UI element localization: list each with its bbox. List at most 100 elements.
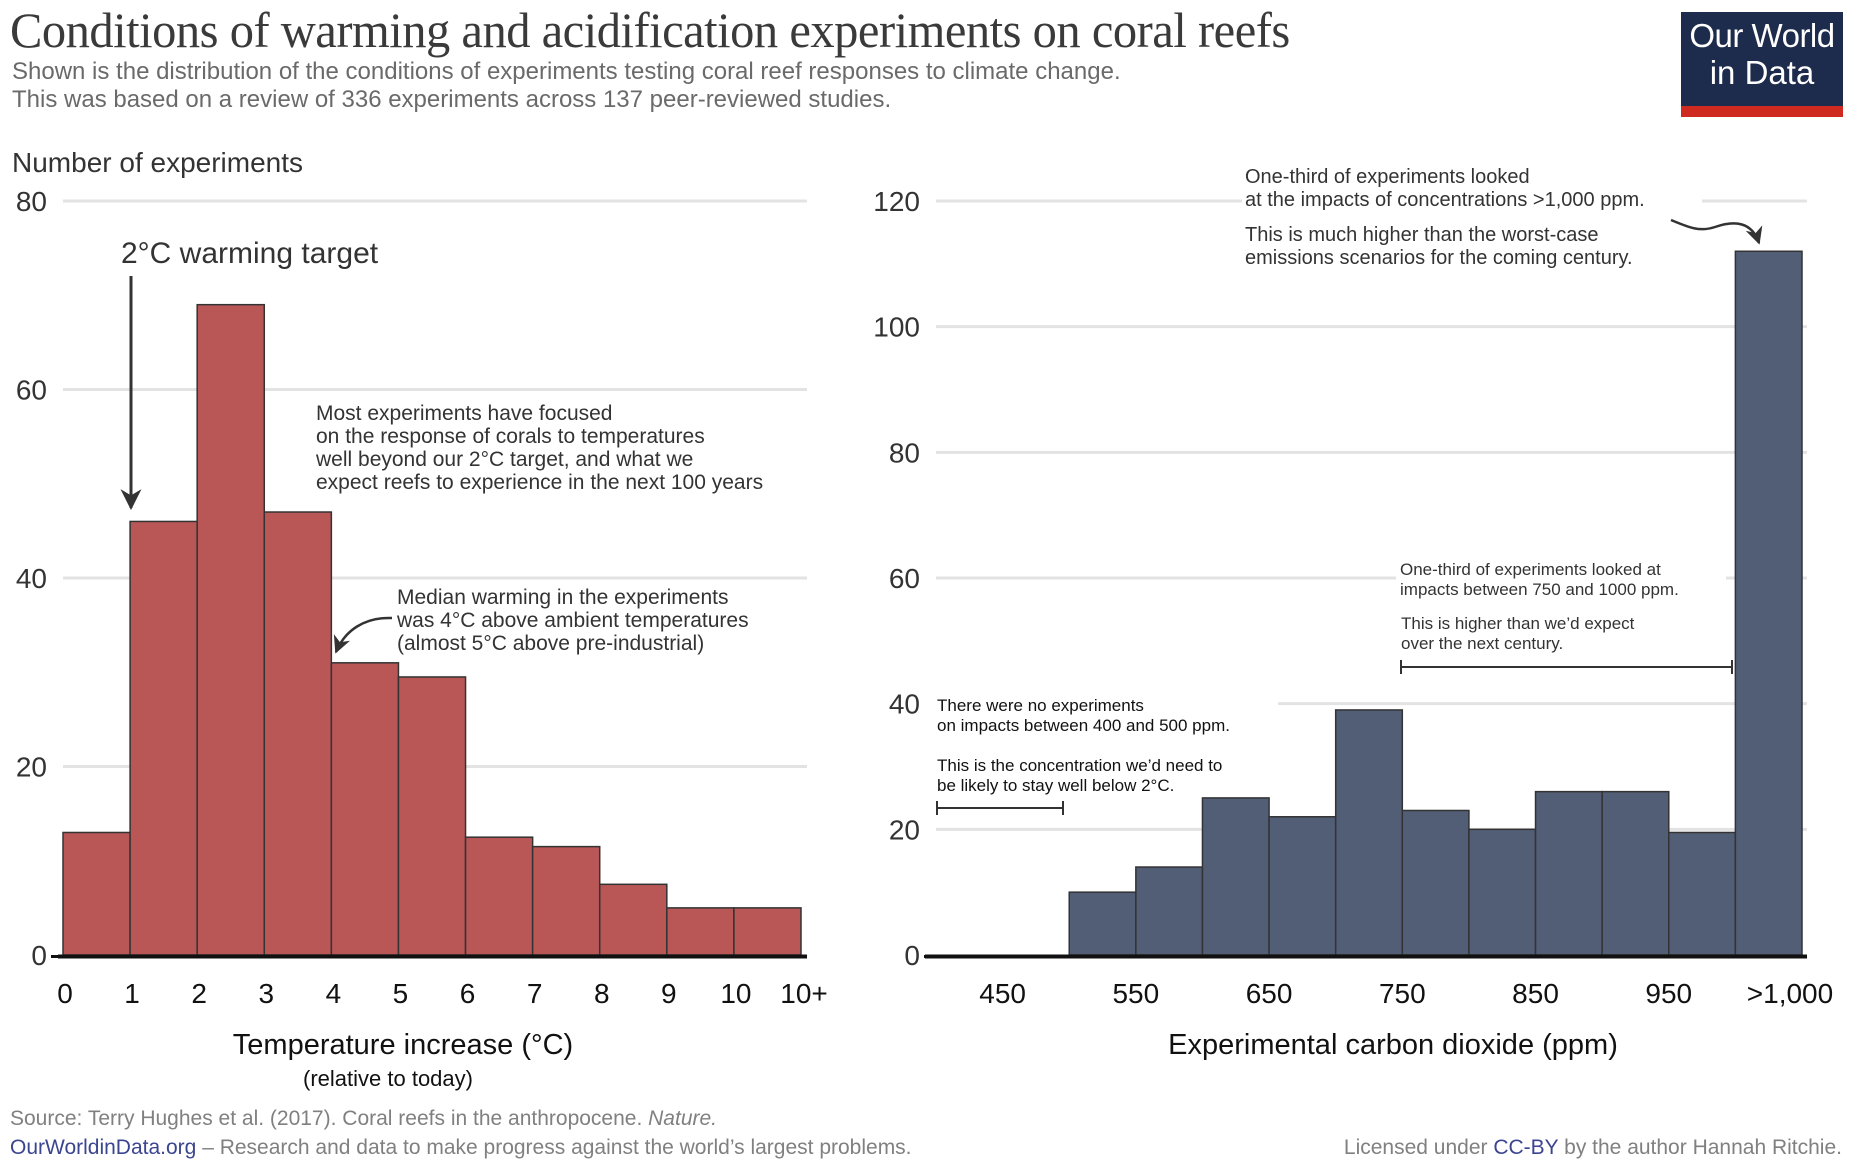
y-tick-label: 40 <box>889 689 920 720</box>
wavy-arrow-icon <box>1670 218 1763 245</box>
x-tick-label: 10 <box>720 978 751 1009</box>
y-tick-label: 20 <box>889 814 920 845</box>
histogram-bar[interactable] <box>1201 797 1270 956</box>
y-tick-label: 40 <box>16 563 47 594</box>
annotation-2c-target: 2°C warming target <box>121 237 379 270</box>
chart-title: Conditions of warming and acidification … <box>10 2 1290 58</box>
site-tagline: – Research and data to make progress aga… <box>196 1136 912 1159</box>
logo-text-line-2: in Data <box>1709 54 1815 91</box>
histogram-bar[interactable] <box>598 883 668 956</box>
histogram-bar[interactable] <box>1334 709 1404 956</box>
histogram-bar[interactable] <box>1468 828 1537 956</box>
histogram-bar[interactable] <box>1135 866 1204 956</box>
annotation-background <box>1396 556 1726 596</box>
curved-arrow-icon <box>333 616 393 654</box>
x-axis-subtitle: (relative to today) <box>303 1066 473 1091</box>
license-link[interactable]: CC-BY <box>1493 1136 1559 1159</box>
annotation-line: was 4°C above ambient temperatures <box>396 609 749 632</box>
histogram-bar[interactable] <box>263 511 333 956</box>
annotation-line: emissions scenarios for the coming centu… <box>1245 247 1633 269</box>
histogram-bar[interactable] <box>330 662 400 956</box>
annotation-400-500: There were no experiments on impacts bet… <box>933 690 1278 795</box>
annotation-line: (almost 5°C above pre-industrial) <box>397 632 704 655</box>
annotation-line: This is higher than we’d expect <box>1401 614 1635 633</box>
histogram-bar[interactable] <box>196 303 266 956</box>
annotation-line: This is the concentration we’d need to <box>937 756 1222 775</box>
x-tick-label: 850 <box>1512 978 1559 1009</box>
histogram-bar[interactable] <box>1268 816 1337 956</box>
x-tick-label: 950 <box>1645 978 1692 1009</box>
y-tick-label: 120 <box>873 186 920 217</box>
x-tick-label: 8 <box>594 978 610 1009</box>
x-axis-title: Experimental carbon dioxide (ppm) <box>1168 1029 1618 1061</box>
y-tick-label: 80 <box>889 437 920 468</box>
x-tick-label: 450 <box>979 978 1026 1009</box>
histogram-bar[interactable] <box>1734 250 1803 956</box>
owid-site-link[interactable]: OurWorldinData.org <box>10 1136 197 1159</box>
histogram-bar[interactable] <box>129 520 198 956</box>
license-prefix: Licensed under <box>1343 1136 1494 1159</box>
x-tick-label: 1 <box>124 978 140 1009</box>
y-tick-label: 60 <box>889 563 920 594</box>
x-tick-label: 2 <box>191 978 207 1009</box>
y-tick-label: 0 <box>904 940 920 971</box>
annotation-background <box>1242 160 1702 210</box>
source-journal: Nature. <box>648 1107 718 1130</box>
annotation-line: This is much higher than the worst-case <box>1245 224 1599 246</box>
logo-text-line-1: Our World <box>1689 17 1835 54</box>
x-tick-label: >1,000 <box>1747 978 1833 1009</box>
annotation-focus: Most experiments have focused on the res… <box>315 402 763 494</box>
x-tick-label: 6 <box>460 978 476 1009</box>
temperature-histogram: Number of experiments 0 20 40 60 80 0 1 2 3 4 5 6 7… <box>12 147 828 1091</box>
source-text: Source: Terry Hughes et al. (2017). Cora… <box>10 1107 649 1130</box>
annotation-line: well beyond our 2°C target, and what we <box>315 448 693 471</box>
histogram-bar[interactable] <box>531 845 601 956</box>
bracket-400-500 <box>936 801 1064 815</box>
y-tick-label: 80 <box>16 186 47 217</box>
annotation-line: on the response of corals to temperature… <box>316 425 705 448</box>
x-tick-label: 9 <box>661 978 677 1009</box>
annotation-line: Most experiments have focused <box>316 402 612 425</box>
annotation-above-1000: One-third of experiments looked at the i… <box>1242 160 1702 269</box>
chart-subtitle-line-2: This was based on a review of 336 experi… <box>12 86 892 113</box>
x-axis-title: Temperature increase (°C) <box>233 1029 573 1061</box>
annotation-line: over the next century. <box>1401 634 1563 653</box>
histogram-bar[interactable] <box>1668 831 1737 956</box>
logo-accent-bar <box>1681 106 1843 117</box>
annotation-line: on impacts between 400 and 500 ppm. <box>937 716 1230 735</box>
annotation-line: impacts between 750 and 1000 ppm. <box>1400 580 1679 599</box>
license-suffix: by the author Hannah Ritchie. <box>1558 1136 1842 1159</box>
x-tick-label: 5 <box>393 978 409 1009</box>
annotation-line: One-third of experiments looked at <box>1400 560 1661 579</box>
histogram-bar[interactable] <box>1534 790 1603 956</box>
x-tick-label: 7 <box>527 978 543 1009</box>
y-tick-label: 0 <box>31 940 47 971</box>
bracket-750-1000 <box>1400 660 1733 674</box>
owid-logo[interactable]: Our World in Data <box>1681 12 1843 117</box>
y-tick-label: 100 <box>873 312 920 343</box>
histogram-bar[interactable] <box>62 831 131 956</box>
y-tick-label: 20 <box>16 752 47 783</box>
histogram-bar[interactable] <box>733 907 802 956</box>
annotation-median: Median warming in the experiments was 4°… <box>396 586 749 655</box>
annotation-line: One-third of experiments looked <box>1245 166 1530 188</box>
histogram-bar[interactable] <box>1068 891 1137 956</box>
histogram-bar[interactable] <box>666 907 735 956</box>
x-tick-label: 750 <box>1379 978 1426 1009</box>
x-tick-label: 10+ <box>780 978 828 1009</box>
histogram-bar[interactable] <box>397 676 467 956</box>
x-tick-label: 4 <box>326 978 342 1009</box>
histogram-bar[interactable] <box>464 836 534 956</box>
annotation-line: be likely to stay well below 2°C. <box>937 776 1174 795</box>
x-tick-label: 650 <box>1246 978 1293 1009</box>
histogram-bar[interactable] <box>1401 809 1470 956</box>
annotation-line: Median warming in the experiments <box>397 586 729 609</box>
x-tick-label: 550 <box>1112 978 1159 1009</box>
x-tick-label: 3 <box>258 978 274 1009</box>
annotation-line: expect reefs to experience in the next 1… <box>316 471 763 494</box>
source-note: Source: Terry Hughes et al. (2017). Cora… <box>10 1107 717 1131</box>
y-axis-title: Number of experiments <box>12 147 303 178</box>
histogram-bar[interactable] <box>1601 790 1670 956</box>
annotation-background <box>933 690 1278 732</box>
